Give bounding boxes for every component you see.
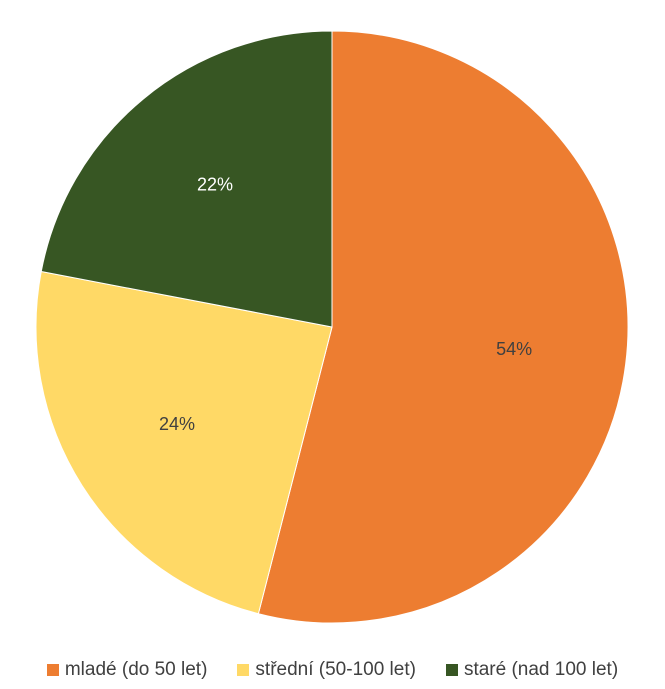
legend-item-2: staré (nad 100 let) bbox=[445, 659, 619, 681]
pie-data-label-1: 24% bbox=[159, 414, 195, 434]
legend-swatch-2 bbox=[445, 664, 458, 676]
pie-slice-0 bbox=[257, 30, 629, 624]
pie-data-labels: 54% 24% 22% bbox=[159, 174, 532, 434]
legend-item-1: střední (50-100 let) bbox=[237, 659, 416, 681]
legend-swatch-1 bbox=[237, 664, 250, 676]
legend-swatch-0 bbox=[46, 664, 59, 676]
pie-slice-1 bbox=[35, 270, 333, 615]
pie-slices bbox=[35, 30, 629, 624]
pie-slice-2 bbox=[40, 30, 333, 328]
legend-label-2: staré (nad 100 let) bbox=[463, 659, 619, 680]
legend-item-0: mladé (do 50 let) bbox=[46, 659, 208, 681]
legend-label-0: mladé (do 50 let) bbox=[64, 659, 208, 680]
legend-label-1: střední (50-100 let) bbox=[255, 659, 416, 680]
chart-legend: mladé (do 50 let) střední (50-100 let) sta… bbox=[0, 656, 665, 684]
pie-data-label-0: 54% bbox=[496, 339, 532, 359]
pie-data-label-2: 22% bbox=[197, 174, 233, 194]
